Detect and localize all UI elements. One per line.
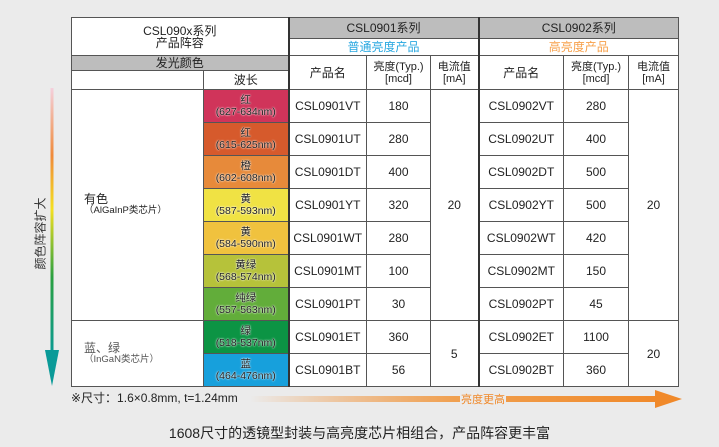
s1-product: CSL0901MT xyxy=(287,254,367,288)
wavelength-cell: 纯绿 (557-563nm) xyxy=(203,287,289,321)
s1-product: CSL0901BT xyxy=(287,353,367,387)
s2-product: CSL0902VT xyxy=(477,89,565,123)
series2-subtitle: 高亮度产品 xyxy=(477,38,680,56)
wavelength-cell: 黄 (584-590nm) xyxy=(203,221,289,255)
s1-brightness-header: 亮度(Typ.) [mcd] xyxy=(366,55,431,90)
s2-product: CSL0902DT xyxy=(477,155,565,189)
s1-product: CSL0901UT xyxy=(287,122,367,156)
s1-current: 20 xyxy=(429,89,480,321)
lineup-title-cell: CSL090x系列 产品阵容 xyxy=(71,17,289,56)
s1-brightness: 180 xyxy=(366,89,431,123)
wavelength-cell: 蓝 (464-476nm) xyxy=(203,353,289,387)
s2-product: CSL0902BT xyxy=(477,353,565,387)
wavelength-cell: 橙 (602-608nm) xyxy=(203,155,289,189)
wavelength-header: 波长 xyxy=(203,70,289,90)
s1-product-header: 产品名 xyxy=(287,55,367,90)
s2-brightness: 500 xyxy=(563,155,630,189)
wavelength-cell: 红 (627-634nm) xyxy=(203,89,289,123)
series2-title: CSL0902系列 xyxy=(477,17,680,39)
color-subheader-blank xyxy=(71,70,204,90)
color-range-arrow-icon xyxy=(45,88,59,386)
s2-brightness: 400 xyxy=(563,122,630,156)
series1-subtitle: 普通亮度产品 xyxy=(287,38,480,56)
wavelength-cell: 绿 (518-537nm) xyxy=(203,320,289,354)
series1-title: CSL0901系列 xyxy=(287,17,480,39)
lineup-subtitle: 产品阵容 xyxy=(155,35,204,50)
caption: 1608尺寸的透镜型封装与高亮度芯片相组合，产品阵容更丰富 xyxy=(168,425,551,441)
s1-brightness: 280 xyxy=(366,221,431,255)
s1-brightness: 280 xyxy=(366,122,431,156)
s2-product: CSL0902PT xyxy=(477,287,565,321)
s2-brightness: 150 xyxy=(563,254,630,288)
s1-product: CSL0901YT xyxy=(287,188,367,222)
s2-brightness-header: 亮度(Typ.) [mcd] xyxy=(563,55,630,90)
s2-current-header: 电流值 [mA] xyxy=(628,55,680,90)
size-note: ※尺寸：1.6×0.8mm, t=1.24mm xyxy=(71,391,238,405)
wavelength-cell: 黄绿 (568-574nm) xyxy=(203,254,289,288)
s2-brightness: 360 xyxy=(563,353,630,387)
brightness-arrow-icon xyxy=(250,390,682,408)
brightness-arrow-label: 亮度更高 xyxy=(460,391,506,407)
lineup-title: CSL090x系列 xyxy=(143,23,217,38)
s1-brightness: 360 xyxy=(366,320,431,354)
table-row: 蓝、绿 （InGaN类芯片）绿 (518-537nm) CSL0901ET 360 5 CS… xyxy=(71,320,680,387)
s2-brightness: 1100 xyxy=(563,320,630,354)
s1-product: CSL0901ET xyxy=(287,320,367,354)
s1-product: CSL0901VT xyxy=(287,89,367,123)
s2-product: CSL0902YT xyxy=(477,188,565,222)
s2-product-header: 产品名 xyxy=(477,55,565,90)
s1-brightness: 56 xyxy=(366,353,431,387)
table-row: 蓝 (464-476nm) CSL0901BT 56 CSL0902BT 360 xyxy=(72,353,679,387)
s2-product: CSL0902UT xyxy=(477,122,565,156)
table-row: 纯绿 (557-563nm) CSL0901PT 30 CSL0902PT 45 xyxy=(72,287,679,321)
s1-current: 5 xyxy=(429,320,480,387)
color-range-label: 颜色阵容扩大 xyxy=(33,197,48,270)
s2-brightness: 280 xyxy=(563,89,630,123)
s2-brightness: 500 xyxy=(563,188,630,222)
group-cell: 有色 （AlGaInP类芯片） xyxy=(71,89,204,321)
s2-current: 20 xyxy=(628,320,680,387)
table-row: 有色 （AlGaInP类芯片）红 (627-634nm) CSL0901VT 180 20… xyxy=(71,89,680,321)
wavelength-cell: 黄 (587-593nm) xyxy=(203,188,289,222)
s2-product: CSL0902ET xyxy=(477,320,565,354)
s1-product: CSL0901PT xyxy=(287,287,367,321)
s1-product: CSL0901DT xyxy=(287,155,367,189)
s1-product: CSL0901WT xyxy=(287,221,367,255)
s1-brightness: 100 xyxy=(366,254,431,288)
color-header: 发光颜色 xyxy=(71,55,289,71)
product-lineup-table: CSL090x系列 产品阵容 CSL0901系列 CSL0902系列 普通亮度产品… xyxy=(71,17,680,387)
s2-brightness: 45 xyxy=(563,287,630,321)
s2-current: 20 xyxy=(628,89,680,321)
s2-product: CSL0902MT xyxy=(477,254,565,288)
s1-current-header: 电流值 [mA] xyxy=(429,55,480,90)
s2-product: CSL0902WT xyxy=(477,221,565,255)
wavelength-cell: 红 (615-625nm) xyxy=(203,122,289,156)
group-cell: 蓝、绿 （InGaN类芯片） xyxy=(71,320,204,387)
s2-brightness: 420 xyxy=(563,221,630,255)
table-row: 黄 (587-593nm) CSL0901YT 320 CSL0902YT 500 xyxy=(72,188,679,222)
s1-brightness: 30 xyxy=(366,287,431,321)
s1-brightness: 400 xyxy=(366,155,431,189)
s1-brightness: 320 xyxy=(366,188,431,222)
